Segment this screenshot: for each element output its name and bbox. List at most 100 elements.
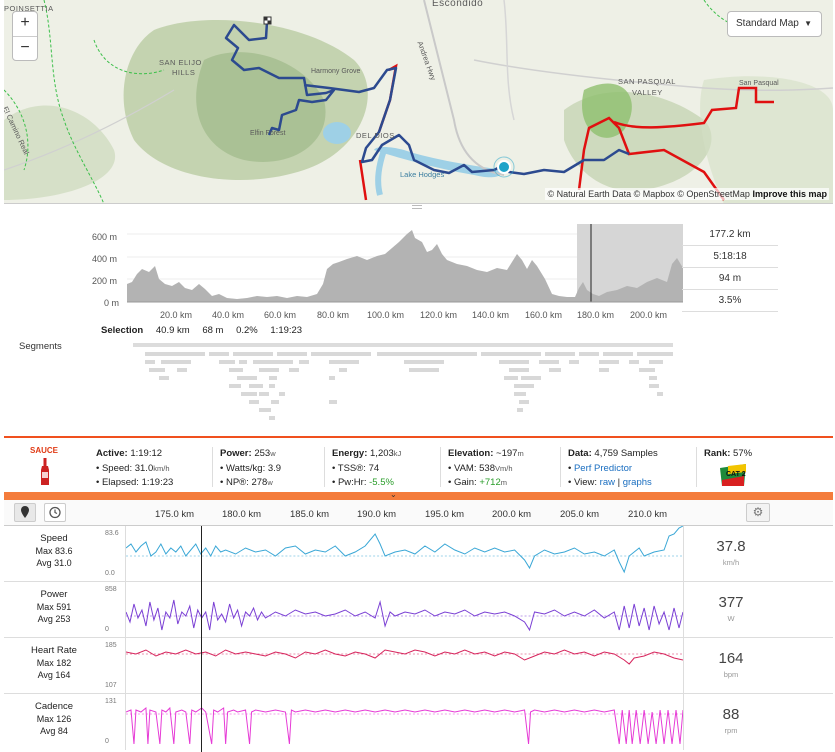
top-tick: 185.0 km bbox=[290, 509, 330, 520]
map-pin-icon bbox=[21, 506, 29, 518]
streams-panel: 175.0 km 180.0 km 185.0 km 190.0 km 195.… bbox=[4, 500, 833, 752]
active-block: Active: 1:19:12 • Speed: 31.0km/h • Elap… bbox=[96, 448, 174, 488]
active-label: Active: bbox=[96, 448, 128, 459]
axis-bottom: 0.0 bbox=[105, 570, 115, 577]
map-style-select[interactable]: Standard Map ▼ bbox=[727, 11, 822, 37]
axis-top: 858 bbox=[105, 586, 117, 593]
stat-elevation: 94 m bbox=[682, 268, 778, 290]
speed-stream-chart[interactable] bbox=[125, 526, 684, 582]
stream-unit: W bbox=[727, 614, 735, 623]
stream-row-cadence: Cadence Max 126 Avg 84 131 0 88 rpm bbox=[4, 694, 833, 750]
collapse-bar[interactable]: ⌄ bbox=[4, 490, 833, 500]
map-label-poinsettia: POINSETTIA bbox=[4, 4, 54, 13]
gain-unit: m bbox=[500, 478, 507, 487]
zoom-out-button[interactable]: − bbox=[13, 36, 37, 60]
top-tick: 175.0 km bbox=[155, 509, 195, 520]
map-label-lake-hodges: Lake Hodges bbox=[400, 170, 445, 179]
elevation-unit: m bbox=[517, 449, 524, 458]
map-label-san-pasqual-town: San Pasqual bbox=[739, 80, 779, 87]
resize-grip[interactable] bbox=[412, 205, 422, 209]
axis-top: 185 bbox=[105, 642, 117, 649]
tss-label: TSS®: bbox=[337, 462, 366, 474]
stream-max: Max 182 bbox=[36, 658, 72, 668]
stream-unit: rpm bbox=[724, 726, 738, 735]
stat-distance: 177.2 km bbox=[682, 224, 778, 246]
wkg-value: 3.9 bbox=[267, 462, 282, 474]
rank-badge-text: CAT 2 bbox=[726, 471, 746, 478]
elevation-block: Elevation: ~197m • VAM: 538Vm/h • Gain: … bbox=[440, 447, 524, 491]
tss-value: 74 bbox=[368, 462, 380, 474]
rank-value: 57% bbox=[733, 448, 753, 459]
axis-bottom: 0 bbox=[105, 738, 109, 745]
stream-value: 37.8 bbox=[716, 538, 746, 555]
map-label-san-pasqual: SAN PASQUAL bbox=[618, 77, 676, 86]
wkg-label: Watts/kg: bbox=[225, 462, 266, 474]
time-axis-button[interactable] bbox=[44, 503, 66, 522]
settings-button[interactable]: ⚙ bbox=[746, 503, 770, 522]
gain-label: Gain: bbox=[453, 477, 477, 488]
axis-top: 131 bbox=[105, 698, 117, 705]
y-tick: 200 m bbox=[92, 276, 118, 286]
location-pin-button[interactable] bbox=[14, 503, 36, 522]
power-block: Power: 253w • Watts/kg: 3.9 • NP®: 278w bbox=[212, 447, 282, 491]
energy-block: Energy: 1,203kJ • TSS®: 74 • Pw:Hr: -5.5… bbox=[324, 447, 402, 491]
sauce-bottle-icon bbox=[41, 458, 49, 485]
view-graphs-link[interactable]: graphs bbox=[622, 477, 652, 488]
x-tick: 100.0 km bbox=[367, 310, 405, 320]
y-tick: 600 m bbox=[92, 232, 118, 242]
zoom-in-button[interactable]: + bbox=[20, 14, 30, 31]
stream-avg: Avg 164 bbox=[37, 670, 71, 680]
power-label: Power: bbox=[220, 448, 252, 459]
elapsed-label: Elapsed: bbox=[101, 477, 139, 488]
selection-label: Selection bbox=[101, 325, 144, 336]
stream-avg: Avg 84 bbox=[40, 726, 68, 736]
elevation-profile[interactable] bbox=[127, 224, 683, 314]
x-tick: 80.0 km bbox=[317, 310, 350, 320]
axis-bottom: 0 bbox=[105, 626, 109, 633]
zoom-controls: + − bbox=[12, 11, 38, 61]
energy-unit: kJ bbox=[393, 449, 402, 458]
stream-max: Max 83.6 bbox=[35, 546, 73, 556]
chevron-down-icon: ▼ bbox=[804, 19, 812, 28]
map-label-del-dios: DEL DIOS bbox=[356, 131, 395, 140]
cadence-stream-chart[interactable] bbox=[125, 694, 684, 750]
top-tick: 205.0 km bbox=[560, 509, 600, 520]
improve-map-link[interactable]: Improve this map bbox=[752, 189, 827, 199]
data-block: Data: 4,759 Samples • Perf Predictor • V… bbox=[560, 447, 658, 491]
stream-label: Speed Max 83.6 Avg 31.0 bbox=[4, 533, 104, 569]
gear-icon: ⚙ bbox=[752, 505, 764, 519]
map-label-escondido: Escondido bbox=[432, 0, 484, 9]
stream-label: Power Max 591 Avg 253 bbox=[4, 589, 104, 625]
selection-time: 1:19:23 bbox=[270, 325, 303, 336]
y-tick: 400 m bbox=[92, 254, 118, 264]
stream-max: Max 126 bbox=[36, 714, 72, 724]
rank-badge-icon[interactable]: CAT 2 bbox=[718, 462, 748, 488]
sauce-stats-bar: SAUCE Active: 1:19:12 • Speed: 31.0km/h … bbox=[4, 436, 833, 491]
x-tick: 140.0 km bbox=[472, 310, 510, 320]
active-value: 1:19:12 bbox=[130, 448, 163, 459]
stream-value: 164 bbox=[718, 650, 744, 667]
power-stream-chart[interactable] bbox=[125, 582, 684, 638]
top-tick: 210.0 km bbox=[628, 509, 668, 520]
view-raw-link[interactable]: raw bbox=[599, 477, 615, 488]
collapse-icon: ⌄ bbox=[390, 490, 397, 499]
stat-time: 5:18:18 bbox=[682, 246, 778, 268]
perf-predictor-link[interactable]: Perf Predictor bbox=[573, 462, 633, 474]
elevation-panel: 600 m 400 m 200 m 0 m 20.0 km 40.0 km 60… bbox=[4, 212, 833, 434]
heart-rate-stream-chart[interactable] bbox=[125, 638, 684, 694]
route-map[interactable]: POINSETTIA Escondido SAN ELIJO HILLS SAN… bbox=[4, 0, 833, 204]
power-unit: w bbox=[270, 449, 276, 458]
stat-grade: 3.5% bbox=[682, 290, 778, 312]
rank-label: Rank: bbox=[704, 448, 731, 459]
selection-stats: 177.2 km 5:18:18 94 m 3.5% bbox=[682, 224, 778, 312]
pwhr-label: Pw:Hr: bbox=[337, 477, 367, 488]
selection-grade: 0.2% bbox=[236, 325, 258, 336]
speed-label: Speed: bbox=[101, 462, 133, 474]
stream-max: Max 591 bbox=[36, 602, 72, 612]
x-tick: 180.0 km bbox=[577, 310, 615, 320]
top-tick: 180.0 km bbox=[222, 509, 262, 520]
stream-value: 377 bbox=[718, 594, 744, 611]
segments-track[interactable] bbox=[129, 341, 689, 431]
x-tick: 120.0 km bbox=[420, 310, 458, 320]
